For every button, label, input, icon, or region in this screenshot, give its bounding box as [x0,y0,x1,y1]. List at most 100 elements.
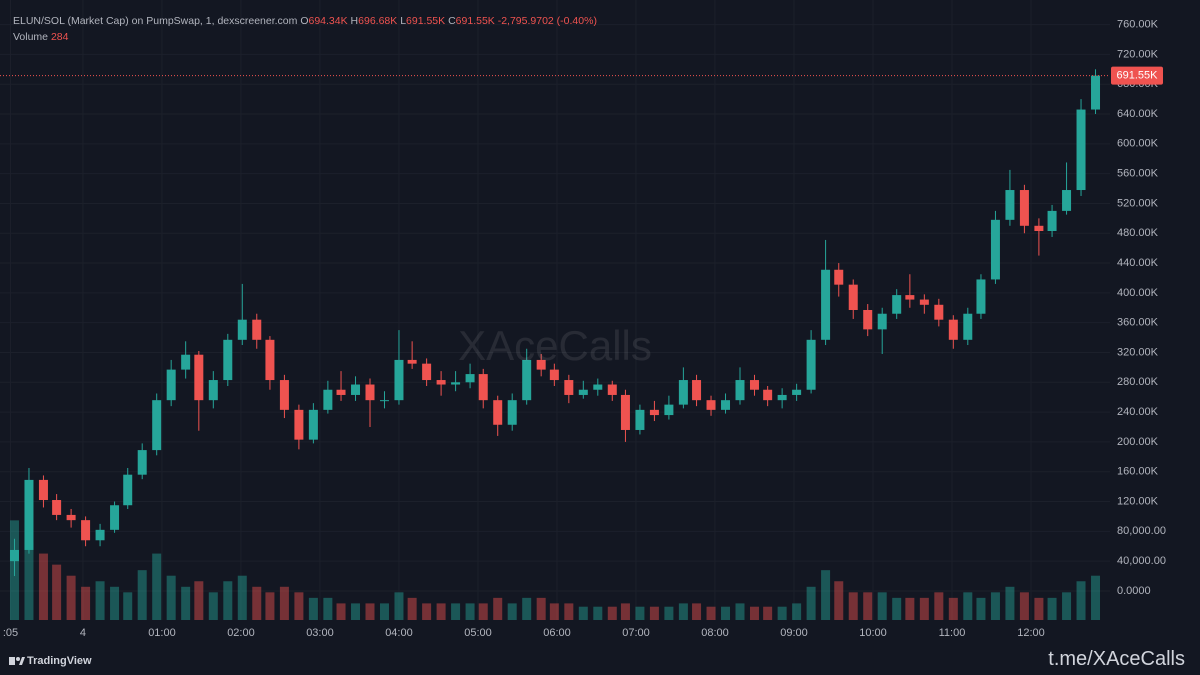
volume-bar [265,592,275,620]
candle-body [451,382,461,385]
candle-body [308,409,318,440]
volume-bar [95,581,105,620]
candle-body [549,369,559,381]
candle-body [522,359,532,401]
candle-body [478,374,488,401]
volume-bar [664,606,674,620]
volume-bar [593,606,603,620]
x-tick-label: 09:00 [780,627,808,639]
x-tick-label: 01:00 [148,627,176,639]
x-tick-label: 11:00 [939,627,966,639]
ohlc-value: 696.68K [358,15,398,27]
x-tick-label: 07:00 [622,627,650,639]
volume-bar [607,606,617,620]
volume-bar [649,606,659,620]
candle-body [749,380,759,390]
candle-body [323,389,333,410]
last-price-label: 691.55K [1117,70,1159,82]
candle-body [834,269,844,285]
candle-body [351,384,361,395]
candle-body [379,400,389,402]
volume-bar [578,606,588,620]
volume-bar [821,570,831,620]
candle-body [52,500,62,515]
logo-part [16,657,20,661]
candle-body [905,295,915,300]
volume-bar [620,603,630,620]
volume-bar [976,597,986,620]
candle-body [9,549,19,562]
volume-bar [777,606,787,620]
y-tick-label: 640.00K [1117,108,1159,120]
candle-body [763,389,773,401]
candle-body [692,380,702,401]
volume-bar [763,606,773,620]
candle-body [735,380,745,401]
volume-bar [792,603,802,620]
candle-body [536,359,546,370]
volume-bar [834,581,844,620]
candle-body [848,284,858,310]
volume-bar [863,592,873,620]
volume-bar [294,592,304,620]
candle-body [1019,190,1029,226]
volume-bar [137,570,147,620]
volume-bar [990,592,1000,620]
volume-bar [706,606,716,620]
last-price-tag [1111,66,1163,85]
volume-bar [919,597,929,620]
volume-bar [1005,586,1015,620]
candle-body [863,310,873,330]
candle-body [336,389,346,395]
symbol: ELUN/SOL (Market Cap) on PumpSwap, 1, de… [13,15,298,27]
y-tick-label: 600.00K [1117,138,1159,150]
volume-bar [877,592,887,620]
y-tick-label: 400.00K [1117,287,1159,299]
candle-body [578,389,588,395]
candle-body [24,479,34,550]
volume-bar [422,603,432,620]
volume-bar [123,592,133,620]
volume-bar [1062,592,1072,620]
y-tick-label: 0.0000 [1117,585,1151,597]
volume-bar [323,597,333,620]
volume-bar [507,603,517,620]
volume-bar [24,542,34,620]
y-tick-label: 120.00K [1117,495,1159,507]
ohlc-label: L [400,15,407,27]
volume-bar [692,603,702,620]
candle-body [223,339,233,381]
volume-bar [522,597,532,620]
volume-bar [549,603,559,620]
volume-bar [166,575,176,620]
x-tick-label: 05:00 [464,627,492,639]
volume-bar [735,603,745,620]
volume-bar [152,553,162,620]
volume-bar [223,581,233,620]
volume-bar [493,597,503,620]
volume-label: Volume [13,31,49,43]
volume-row: Volume 284 [13,29,597,45]
candle-body [678,380,688,405]
candle-body [436,380,446,385]
x-tick-label: 10:00 [859,627,887,639]
volume-bar [110,586,120,620]
ohlc-value: 691.55K [406,15,446,27]
volume-bar [1034,597,1044,620]
y-tick-label: 80,000.00 [1117,525,1166,537]
tradingview-logo [9,657,25,665]
volume-bar [407,597,417,620]
volume-bar [721,606,731,620]
y-tick-label: 440.00K [1117,257,1159,269]
y-tick-label: 560.00K [1117,168,1159,180]
candle-body [66,514,76,521]
volume-bar [237,575,247,620]
link: t.me/XAceCalls [1048,648,1185,670]
y-tick-label: 240.00K [1117,406,1159,418]
candle-body [181,354,191,370]
candle-body [493,400,503,425]
legend: ELUN/SOL (Market Cap) on PumpSwap, 1, de… [13,13,597,45]
x-tick-label: 4 [80,627,86,639]
volume-bar [436,603,446,620]
candle-body [963,313,973,340]
